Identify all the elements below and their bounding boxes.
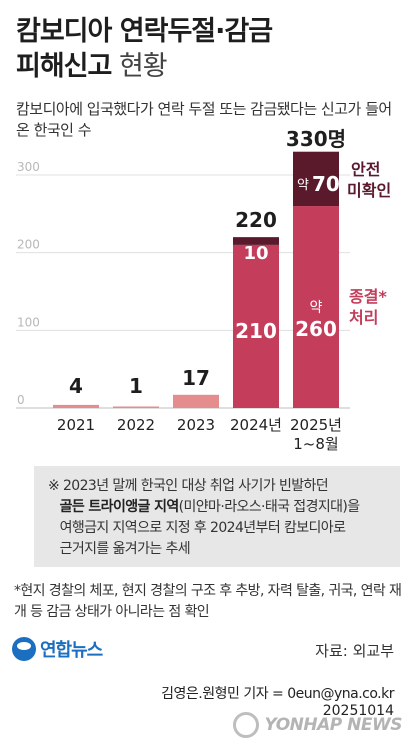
page-title: 캄보디아 연락두절·감금 피해신고 현황: [16, 14, 273, 84]
title-line-2: 피해신고 현황: [16, 49, 272, 84]
note-line-4-text: 근거지를 옮겨가는 추세: [59, 541, 191, 557]
note-line-2-rest: (미얀마·라오스·태국 접경지대)을: [178, 499, 361, 515]
bar-value-label: 10: [243, 243, 268, 264]
chart-subtitle: 캄보디아에 입국했다가 연락 두절 또는 감금됐다는 신고가 들어온 한국인 수: [16, 100, 392, 139]
title-line-1: 캄보디아 연락두절·감금: [16, 16, 273, 47]
bar-total-label: 17: [182, 366, 210, 390]
x-tick-sublabel: 1~8월: [293, 435, 338, 453]
note-line-3-text: 여행금지 지역으로 지정 후 2024년부터 캄보디아로: [59, 520, 346, 536]
x-tick-label: 2022: [117, 416, 155, 434]
bar-value-label: 260: [295, 317, 337, 341]
watermark: YONHAP NEWS: [232, 712, 403, 738]
bar-chart: 0 100 200 300 4 2021 1 2022 17 2023 210 10 220 2024년 약…: [16, 127, 391, 453]
bar-total-label: 1: [129, 374, 143, 398]
bar-segment-closed: [293, 206, 339, 408]
bar-segment-closed: [53, 404, 99, 408]
bar-value-label: 210: [235, 319, 277, 343]
x-tick-label: 2021: [57, 416, 95, 434]
legend-label-closed-2: 처리: [349, 308, 378, 327]
logo-text: 연합뉴스: [40, 640, 103, 661]
bar-total-label: 330명: [286, 127, 346, 151]
note-line-3: 여행금지 지역으로 지정 후 2024년부터 캄보디아로: [48, 518, 393, 539]
bar-label-prefix: 약: [310, 300, 323, 316]
bar-total-label: 4: [69, 374, 83, 398]
bar-total-label: 220: [235, 208, 277, 232]
yonhap-logo: 연합뉴스: [12, 636, 103, 662]
note-bold: 골든 트라이앵글 지역: [59, 499, 180, 515]
y-tick-label: 300: [17, 160, 40, 174]
x-tick-label: 2024년: [230, 416, 282, 434]
bar-segment-closed: [233, 244, 279, 408]
x-tick-label: 2025년: [290, 416, 342, 434]
y-tick-label: 0: [17, 393, 25, 407]
legend-label-unconfirmed-2: 미확인: [347, 181, 391, 200]
bar-label-prefix: 약: [297, 178, 309, 193]
byline: 김영은.원형민 기자 = 0eun@yna.co.kr: [161, 686, 394, 702]
legend-label-closed: 종결*: [349, 287, 387, 306]
note-box: ※ 2023년 말께 한국인 대상 취업 사기가 빈발하던 골든 트라이앵글 지…: [34, 466, 400, 567]
title-bold: 피해신고: [16, 51, 112, 82]
yonhap-logo-icon: [12, 637, 36, 661]
footnote: *현지 경찰의 체포, 현지 경찰의 구조 후 추방, 자력 탈출, 귀국, 연…: [14, 583, 402, 620]
note-line-4: 근거지를 옮겨가는 추세: [48, 539, 393, 560]
y-tick-label: 200: [17, 238, 40, 252]
x-tick-label: 2023: [177, 416, 215, 434]
note-text: ※ 2023년 말께 한국인 대상 취업 사기가 빈발하던 골든 트라이앵글 지…: [48, 476, 393, 560]
y-tick-label: 100: [17, 315, 40, 329]
note-line-1: ※ 2023년 말께 한국인 대상 취업 사기가 빈발하던: [48, 478, 329, 494]
watermark-icon: [232, 712, 259, 738]
note-line-2: 골든 트라이앵글 지역(미얀마·라오스·태국 접경지대)을: [48, 497, 393, 518]
title-light: 현황: [111, 51, 168, 82]
bar-segment-unconfirmed: [233, 237, 279, 245]
bar-segment-unconfirmed: [293, 151, 339, 207]
legend-label-unconfirmed: 안전: [351, 160, 380, 179]
bar-value-label: 70: [312, 172, 340, 196]
source-label: 자료: 외교부: [315, 642, 394, 660]
watermark-text: YONHAP NEWS: [264, 715, 403, 735]
bar-segment-closed: [173, 394, 219, 408]
bar-segment-closed: [113, 406, 159, 408]
date-label: 20251014: [322, 703, 394, 719]
